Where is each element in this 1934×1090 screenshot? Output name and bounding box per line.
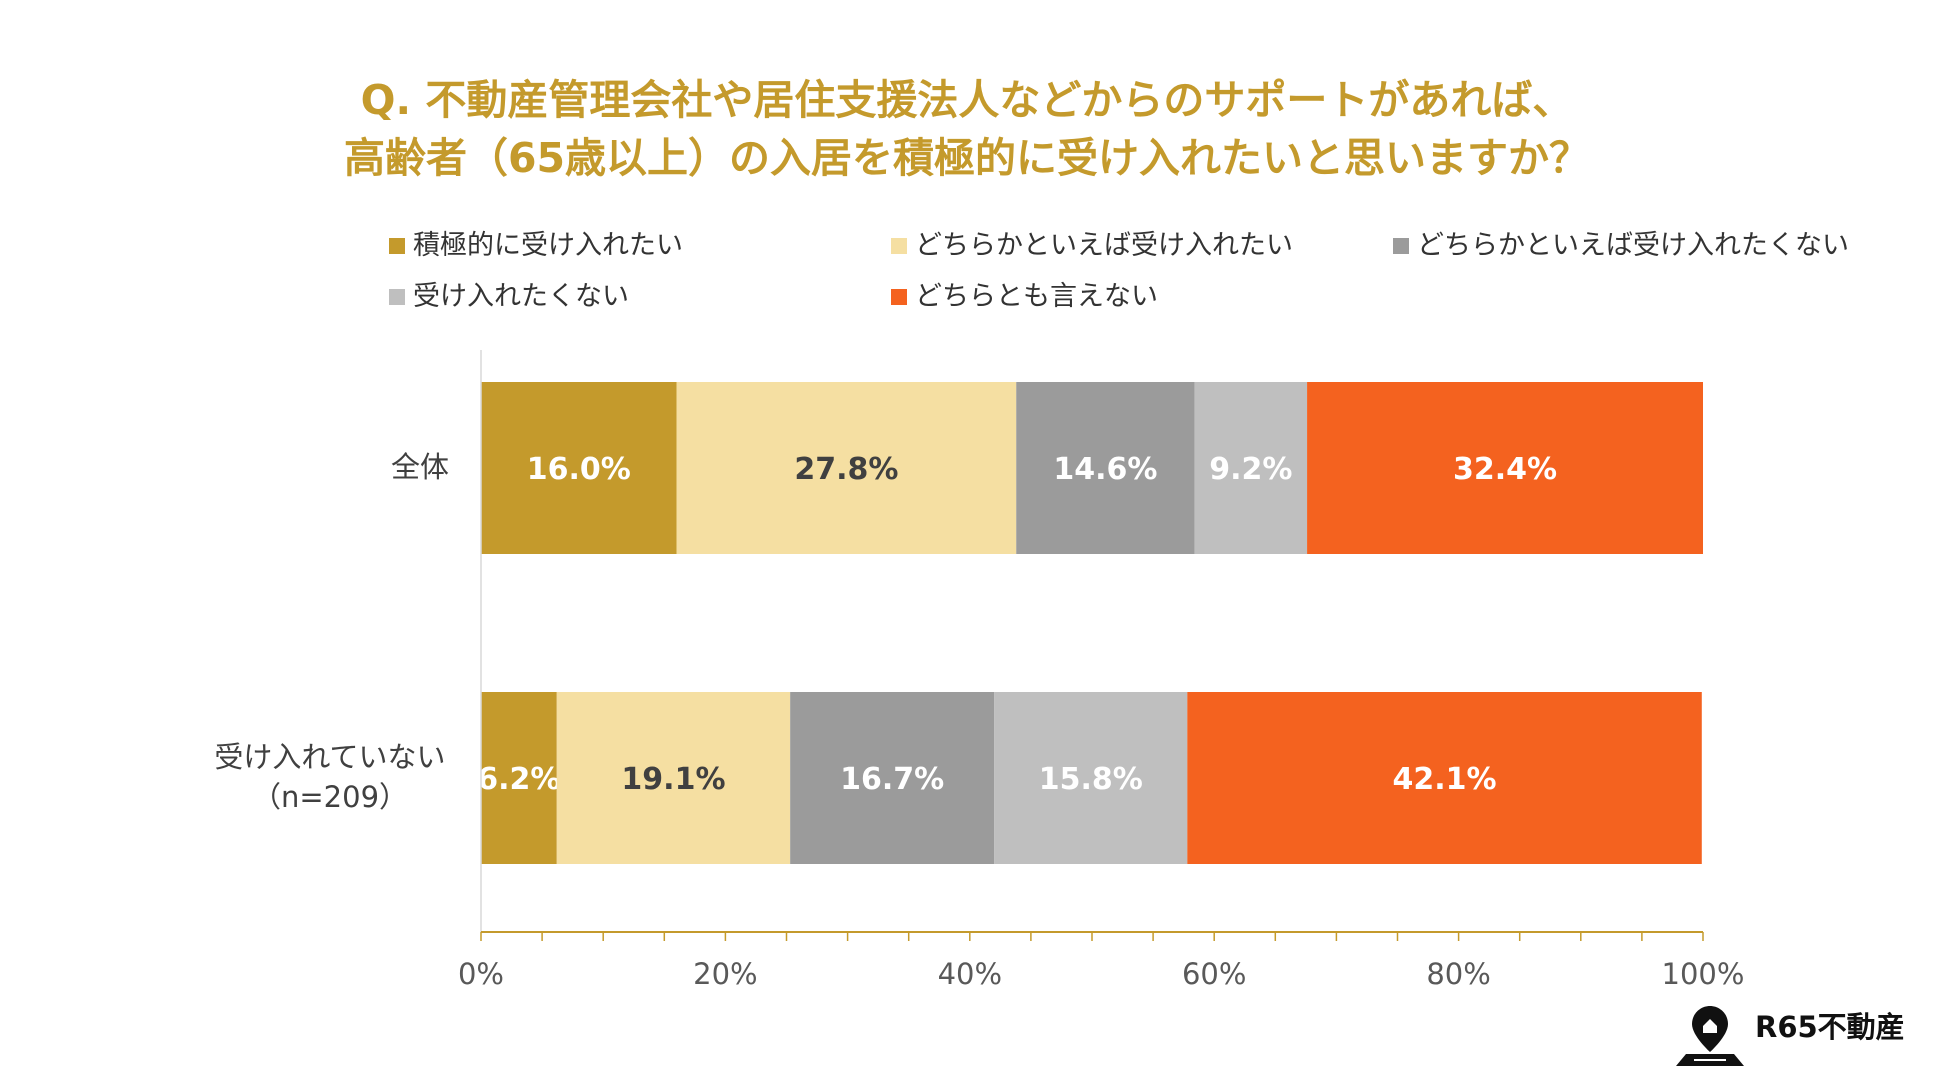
x-tick-label-5: 100% — [1661, 957, 1745, 991]
bar-segment-0-3 — [1194, 382, 1308, 554]
x-tick-label-4: 80% — [1426, 957, 1491, 991]
chart-title: Q. 不動産管理会社や居住支援法人などからのサポートがあれば、 — [360, 76, 1574, 124]
legend-item-2: どちらかといえば受け入れたくない — [1393, 232, 1849, 259]
data-label-1-1: 19.1% — [621, 762, 725, 797]
chart-subtitle: 高齢者（65歳以上）の入居を積極的に受け入れたいと思いますか？ — [343, 134, 1591, 182]
data-label-0-2: 14.6% — [1053, 452, 1157, 487]
bar-segment-0-2 — [1016, 382, 1195, 554]
legend-label-2: どちらかといえば受け入れたくない — [1417, 230, 1849, 261]
map-pin-house-icon — [1676, 1006, 1744, 1066]
legend-swatch-2 — [1393, 237, 1409, 254]
legend-label-3: 受け入れたくない — [413, 281, 629, 312]
category-label-0: 全体 — [390, 450, 449, 484]
legend-swatch-1 — [891, 237, 907, 254]
x-tick-label-1: 20% — [693, 957, 758, 991]
x-tick-label-2: 40% — [937, 957, 1003, 991]
legend-label-0: 積極的に受け入れたい — [413, 230, 683, 261]
data-label-0-0: 16.0% — [527, 452, 631, 487]
legend-item-3: 受け入れたくない — [389, 283, 629, 310]
legend-label-1: どちらかといえば受け入れたい — [915, 230, 1293, 261]
x-tick-label-3: 60% — [1181, 957, 1247, 991]
legend-swatch-4 — [891, 288, 907, 305]
data-label-1-4: 42.1% — [1393, 762, 1497, 797]
data-label-1-0: 6.2% — [477, 762, 560, 797]
logo-text: R65不動産 — [1755, 1010, 1905, 1044]
category-label-1: 受け入れていない — [214, 740, 446, 774]
bar-segment-0-1 — [676, 382, 1017, 554]
category-sublabel-1: （n=209） — [251, 780, 409, 814]
bar-segment-0-4 — [1307, 382, 1703, 554]
bar-segment-1-4 — [1187, 692, 1702, 864]
legend-item-0: 積極的に受け入れたい — [389, 232, 683, 259]
bar-segment-1-0 — [481, 692, 557, 864]
legend-swatch-3 — [389, 288, 405, 305]
bar-segment-1-2 — [790, 692, 995, 864]
legend-swatch-0 — [389, 237, 405, 254]
bar-segment-0-0 — [481, 382, 677, 554]
data-label-0-1: 27.8% — [794, 452, 898, 487]
x-tick-label-0: 0% — [457, 957, 504, 991]
legend-label-4: どちらとも言えない — [915, 281, 1158, 312]
legend-item-1: どちらかといえば受け入れたい — [891, 232, 1293, 259]
data-label-0-3: 9.2% — [1209, 452, 1292, 487]
data-label-1-3: 15.8% — [1039, 762, 1143, 797]
legend-item-4: どちらとも言えない — [891, 283, 1158, 310]
data-label-1-2: 16.7% — [840, 762, 944, 797]
bar-segment-1-1 — [556, 692, 791, 864]
bar-segment-1-3 — [994, 692, 1188, 864]
data-label-0-4: 32.4% — [1453, 452, 1557, 487]
